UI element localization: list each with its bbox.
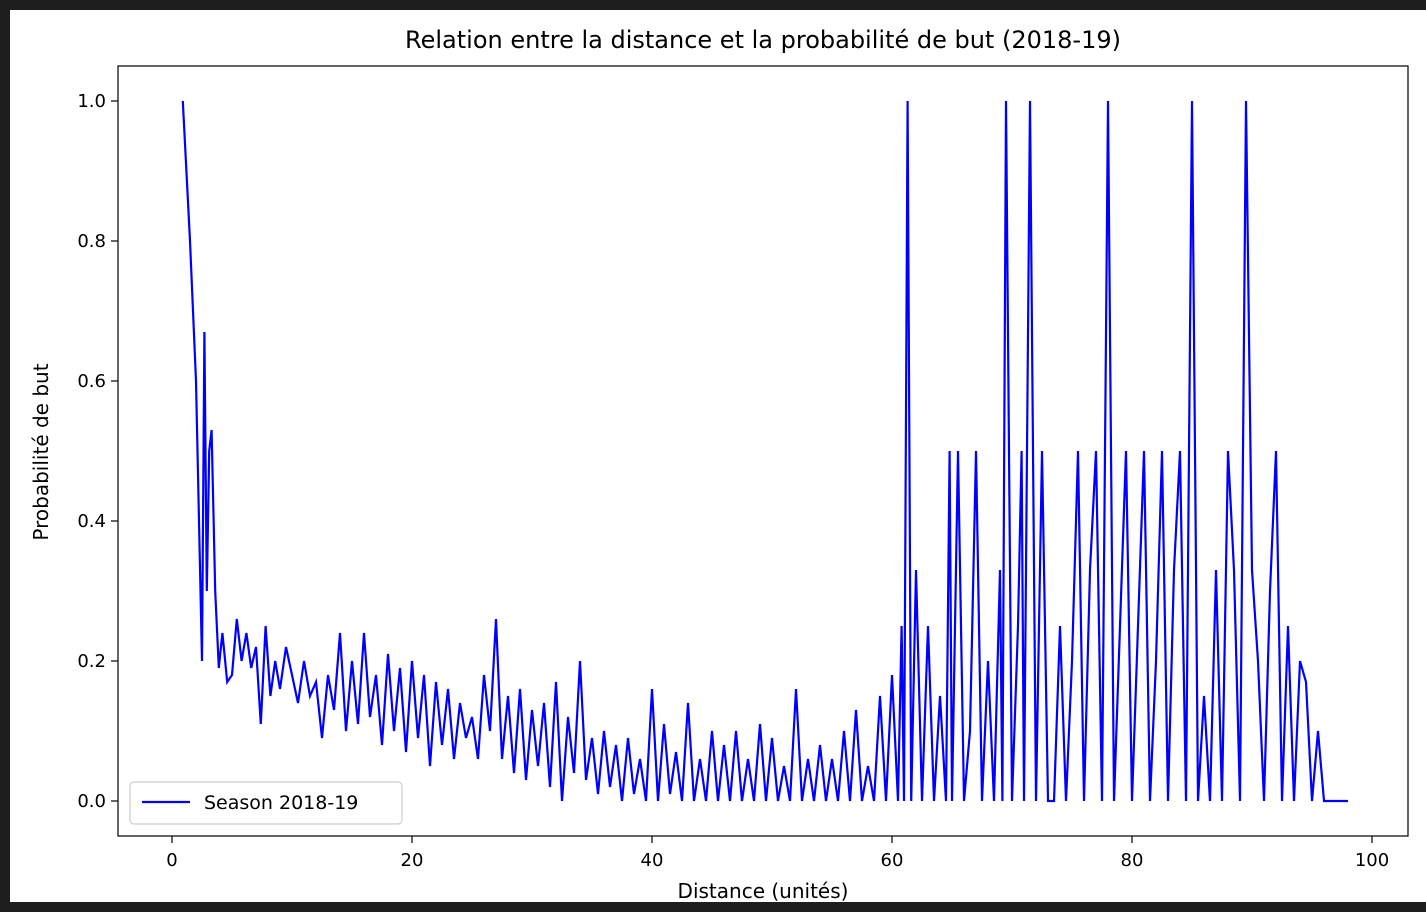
chart-title: Relation entre la distance et la probabi…	[405, 26, 1121, 54]
x-tick-label: 80	[1121, 850, 1144, 871]
x-tick-label: 60	[881, 850, 904, 871]
legend: Season 2018-19	[129, 781, 403, 825]
x-tick-label: 0	[166, 850, 177, 871]
plot-area	[117, 65, 1409, 837]
x-axis: 0 20 40 60 80 100	[166, 836, 1389, 871]
x-tick-label: 20	[401, 850, 424, 871]
x-tick-label: 40	[641, 850, 664, 871]
y-tick-label: 0.0	[77, 791, 106, 812]
y-tick-label: 1.0	[77, 91, 106, 112]
series-line-season-2018-19	[181, 100, 1348, 803]
x-axis-label: Distance (unités)	[678, 879, 849, 902]
x-tick-label: 100	[1355, 850, 1389, 871]
y-tick-label: 0.8	[77, 231, 106, 252]
y-tick-label: 0.2	[77, 651, 106, 672]
y-tick-label: 0.6	[77, 371, 106, 392]
y-tick-label: 0.4	[77, 511, 106, 532]
chart-figure: Relation entre la distance et la probabi…	[10, 10, 1426, 902]
legend-box	[129, 781, 403, 825]
y-axis-label: Probabilité de but	[29, 363, 53, 540]
y-axis: 0.0 0.2 0.4 0.6 0.8 1.0	[77, 91, 118, 812]
legend-label: Season 2018-19	[204, 792, 358, 814]
line-chart: Relation entre la distance et la probabi…	[29, 26, 1409, 902]
